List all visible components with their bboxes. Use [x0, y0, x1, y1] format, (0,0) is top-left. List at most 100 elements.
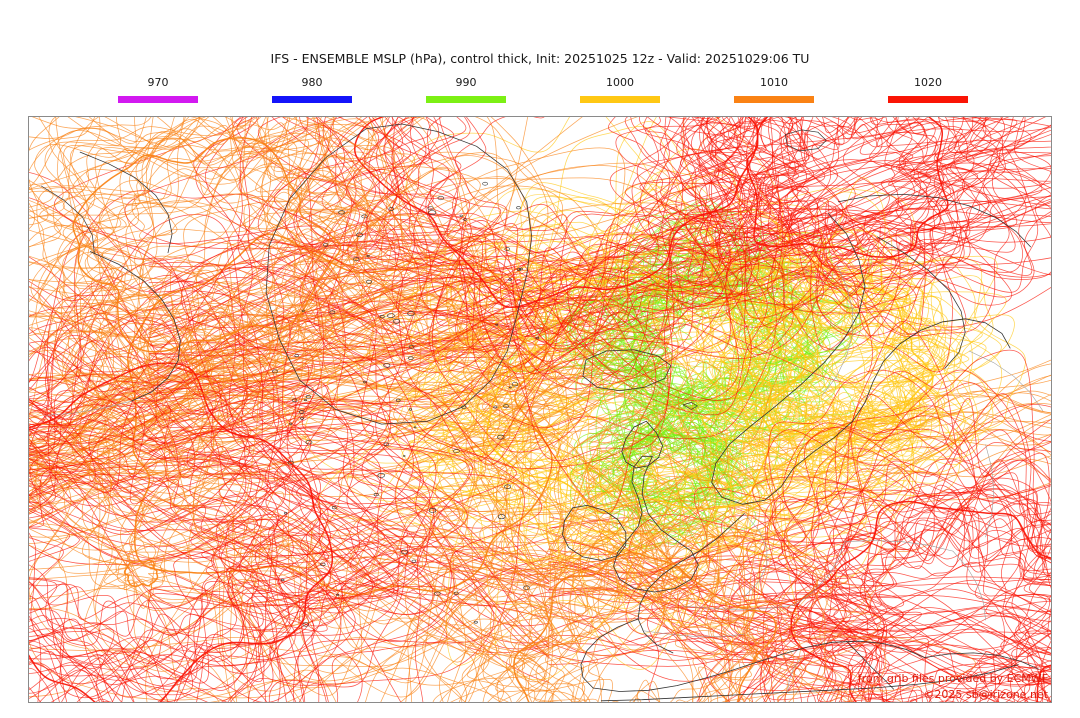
- contour-high-1020-northeast-arctic: [748, 117, 915, 226]
- contour-high-1020-northeast-arctic: [709, 117, 986, 279]
- coast-island-speckle: [289, 422, 293, 425]
- contour-trough-1010-biscay: [499, 473, 827, 702]
- contour-high-1020-mediterranean: [787, 529, 1051, 702]
- control-contour-trough-1010-biscay: [513, 552, 777, 702]
- coast-island-speckle: [392, 319, 401, 324]
- contour-high-1020-northeast-arctic: [675, 117, 1051, 314]
- coast-island-speckle: [300, 417, 304, 420]
- ensemble-contour-layer: [29, 117, 1051, 702]
- contour-low-envelope-1000-north-atlantic: [521, 245, 836, 603]
- coast-island-speckle: [402, 455, 406, 457]
- coast-island-speckle: [395, 398, 401, 402]
- coast-scotland: [621, 420, 663, 469]
- contour-high-1020-azores: [29, 412, 247, 669]
- contour-high-1020-mediterranean: [780, 428, 1051, 702]
- contour-high-1020-northeast-arctic: [691, 117, 1039, 351]
- coast-island-speckle: [361, 214, 368, 219]
- contour-high-1020-azores: [29, 341, 383, 702]
- contour-high-1020-northeast-arctic: [720, 117, 957, 252]
- coast-island-speckle: [305, 395, 311, 399]
- contour-high-1020-greenland-arctic: [309, 117, 856, 350]
- contour-high-1020-northeast-arctic: [655, 117, 1005, 310]
- contour-high-1020-azores: [29, 263, 363, 702]
- coast-island-speckle: [497, 514, 506, 520]
- contour-trough-1010-biscay: [439, 517, 887, 702]
- contour-high-1020-azores: [29, 284, 281, 702]
- map-panel[interactable]: [28, 116, 1052, 703]
- contour-high-1020-azores: [29, 214, 431, 702]
- contour-trough-1010-labrador: [131, 156, 349, 293]
- contour-trough-1010-biscay: [435, 518, 976, 702]
- legend-swatch: [888, 96, 968, 103]
- contour-high-1020-mediterranean: [831, 535, 1030, 702]
- sweep-1010-westatlantic: [29, 215, 500, 403]
- contour-trough-1010-labrador: [29, 117, 481, 395]
- contour-low-envelope-1000-scandinavia: [757, 241, 956, 457]
- sweep-1010-atlantic: [29, 357, 670, 551]
- contour-high-1020-mediterranean: [727, 405, 1051, 702]
- contour-ridge-1010-mid-atlantic: [75, 122, 671, 702]
- contour-high-1020-azores: [29, 230, 321, 702]
- contour-trough-1010-biscay: [451, 515, 756, 702]
- contour-trough-1010-labrador: [29, 117, 424, 353]
- contour-high-1020-azores: [29, 363, 448, 702]
- contour-high-1020-mediterranean: [628, 369, 1051, 702]
- coast-island-speckle: [401, 549, 409, 555]
- contour-high-1020-greenland-arctic: [205, 117, 832, 440]
- contour-high-1020-mediterranean: [696, 369, 1051, 702]
- coast-island-speckle: [428, 507, 437, 513]
- contour-ridge-1010-mid-atlantic: [29, 176, 620, 648]
- contour-trough-1010-labrador: [100, 193, 326, 334]
- coast-island-speckle: [453, 449, 460, 454]
- coast-island-speckle: [453, 591, 459, 595]
- contour-trough-1010-biscay: [445, 467, 757, 702]
- coast-island-speckle: [508, 278, 512, 281]
- coast-island-speckle: [338, 210, 345, 215]
- coast-island-speckle: [459, 214, 463, 217]
- coast-island-speckle: [284, 512, 288, 515]
- contour-high-1020-azores: [29, 303, 437, 702]
- contour-trough-1010-labrador: [29, 117, 382, 382]
- contour-trough-1010-biscay: [522, 560, 741, 702]
- coast-baffin: [79, 151, 173, 254]
- control-contour-high-1020-mediterranean: [790, 500, 1051, 702]
- contour-high-1020-azores: [29, 275, 419, 702]
- contour-low-envelope-1000-north-atlantic: [385, 251, 903, 552]
- contour-high-1020-mediterranean: [694, 321, 1051, 702]
- contour-ridge-1010-mid-atlantic: [29, 117, 694, 689]
- contour-high-1020-northeast-arctic: [740, 117, 942, 265]
- contour-trough-1010-biscay: [505, 532, 758, 702]
- contour-trough-1010-labrador: [29, 117, 416, 424]
- contour-high-1020-northeast-arctic: [648, 117, 1023, 309]
- contour-high-1020-greenland-arctic: [439, 117, 742, 378]
- coast-iceland: [582, 349, 672, 392]
- sweep-1020-northband: [148, 199, 1051, 439]
- contour-trough-1010-biscay: [477, 525, 843, 702]
- coast-island-speckle: [379, 315, 385, 319]
- contour-trough-1010-labrador: [98, 153, 411, 369]
- contour-trough-1010-labrador: [29, 144, 387, 379]
- contour-trough-1010-biscay: [443, 531, 881, 702]
- contour-high-1020-mediterranean: [807, 506, 1051, 702]
- contour-secondary-low-irish-sea: [612, 399, 734, 515]
- contour-low-envelope-1000-scandinavia: [688, 228, 913, 471]
- contour-high-1020-azores: [29, 259, 400, 702]
- border-europe-5: [952, 550, 986, 621]
- contour-high-1020-greenland-arctic: [366, 117, 758, 374]
- contour-high-1020-mediterranean: [789, 459, 1051, 702]
- contour-high-1020-azores: [29, 398, 258, 614]
- contour-high-1020-greenland-arctic: [384, 117, 818, 327]
- coast-island-speckle: [383, 363, 391, 368]
- coast-island-speckle: [272, 369, 278, 374]
- border-iberia: [641, 630, 745, 637]
- contour-low-envelope-1000-scandinavia: [648, 191, 978, 517]
- legend-label: 1020: [914, 76, 942, 89]
- contour-high-1020-mediterranean: [734, 517, 1051, 702]
- coast-island-speckle: [535, 336, 540, 340]
- contour-high-1020-mediterranean: [765, 449, 1051, 702]
- control-contour-high-1020-azores: [29, 362, 334, 702]
- contour-low-envelope-1000-north-atlantic: [381, 257, 927, 553]
- border-europe-4: [844, 540, 954, 552]
- contour-trough-1010-labrador: [29, 135, 313, 333]
- coast-island-speckle: [408, 344, 415, 349]
